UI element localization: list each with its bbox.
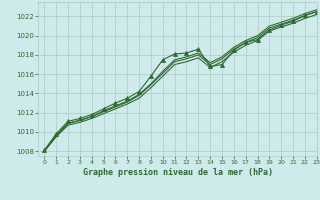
X-axis label: Graphe pression niveau de la mer (hPa): Graphe pression niveau de la mer (hPa)	[83, 168, 273, 177]
